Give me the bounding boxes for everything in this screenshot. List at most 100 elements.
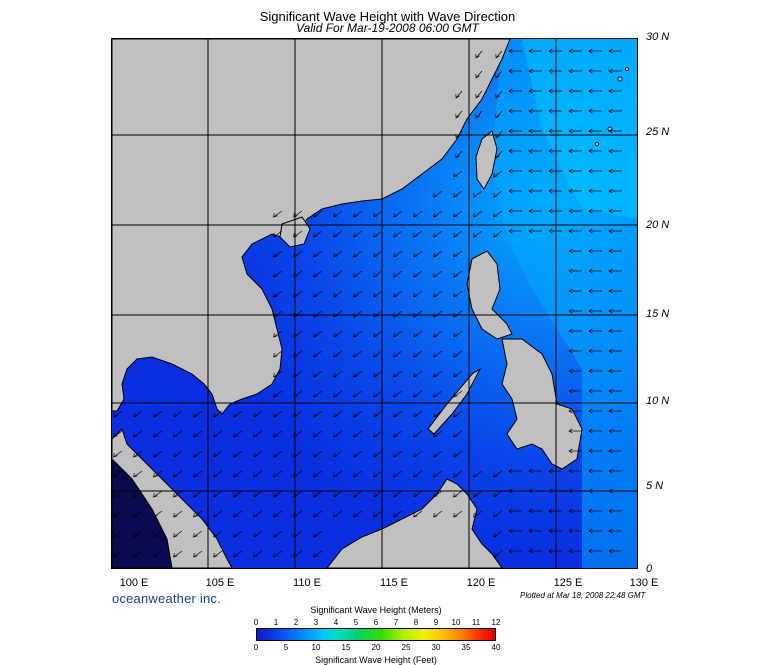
wave-direction-arrowhead: [495, 153, 500, 159]
wave-direction-arrowhead: [588, 428, 593, 434]
wave-direction-arrowhead: [608, 328, 613, 334]
wave-direction-arrowhead: [493, 513, 498, 518]
wave-direction-arrow: [453, 350, 463, 358]
wave-direction-arrow: [213, 430, 223, 438]
wave-direction-arrowhead: [473, 493, 478, 498]
wave-direction-arrow: [133, 490, 143, 498]
wave-direction-arrowhead: [293, 333, 298, 338]
wave-direction-arrowhead: [608, 128, 613, 134]
wave-direction-arrow: [433, 330, 443, 338]
wave-direction-arrow: [393, 390, 403, 398]
wave-direction-arrowhead: [528, 508, 533, 514]
wave-direction-arrow: [493, 190, 503, 198]
wave-direction-arrow: [433, 510, 443, 518]
wave-direction-arrowhead: [508, 508, 513, 514]
wave-direction-arrowhead: [528, 68, 533, 74]
feet-tick-label: 5: [283, 643, 289, 652]
wave-direction-arrow: [433, 350, 443, 358]
wave-direction-arrow: [353, 470, 363, 478]
wave-direction-arrowhead: [548, 468, 553, 474]
sumatra: [112, 458, 173, 568]
wave-direction-arrowhead: [528, 128, 533, 134]
wave-direction-arrow: [313, 350, 323, 358]
wave-direction-arrowhead: [333, 393, 338, 398]
wave-direction-arrow: [413, 490, 423, 498]
feet-tick-label: 25: [401, 643, 411, 652]
wave-direction-arrow: [213, 470, 223, 478]
wave-direction-arrowhead: [548, 168, 553, 174]
wave-direction-arrowhead: [608, 268, 613, 274]
wave-direction-arrowhead: [413, 413, 418, 418]
wave-direction-arrowhead: [113, 553, 118, 558]
wave-direction-arrow: [373, 510, 383, 518]
wave-direction-arrow: [293, 270, 303, 278]
wave-direction-arrowhead: [495, 133, 500, 139]
wave-direction-arrowhead: [608, 488, 613, 494]
wave-direction-arrow: [493, 210, 503, 218]
wave-direction-arrowhead: [495, 93, 500, 99]
wave-direction-arrowhead: [313, 513, 318, 518]
wave-direction-arrow: [293, 530, 303, 538]
legend-title-feet: Significant Wave Height (Feet): [315, 655, 437, 665]
wave-direction-arrow: [233, 450, 243, 458]
wave-direction-arrowhead: [588, 508, 593, 514]
wave-direction-arrowhead: [273, 433, 278, 438]
wave-direction-arrowhead: [393, 513, 398, 518]
wave-direction-arrow: [393, 410, 403, 418]
wave-direction-arrowhead: [313, 533, 318, 538]
wave-direction-arrowhead: [393, 333, 398, 338]
wave-direction-arrowhead: [433, 413, 438, 418]
wave-direction-arrow: [313, 330, 323, 338]
wave-direction-arrowhead: [333, 333, 338, 338]
wave-direction-arrowhead: [548, 548, 553, 554]
wave-direction-arrowhead: [608, 348, 613, 354]
wave-direction-arrow: [173, 490, 183, 498]
wave-direction-arrowhead: [548, 228, 553, 234]
wave-direction-arrow: [453, 250, 463, 258]
wave-direction-arrowhead: [493, 553, 498, 558]
wave-direction-arrow: [113, 430, 123, 438]
wave-direction-arrow: [373, 370, 383, 378]
wave-direction-arrowhead: [528, 168, 533, 174]
wave-direction-arrowhead: [493, 233, 498, 238]
wave-direction-arrow: [433, 370, 443, 378]
wave-direction-arrowhead: [133, 453, 138, 458]
wave-direction-arrowhead: [453, 493, 458, 498]
wave-direction-arrowhead: [353, 353, 358, 358]
wave-direction-arrow: [353, 210, 363, 218]
wave-direction-arrowhead: [273, 453, 278, 458]
wave-direction-arrow: [433, 450, 443, 458]
wave-direction-arrow: [333, 250, 343, 258]
wave-direction-arrowhead: [293, 273, 298, 278]
wave-direction-arrowhead: [608, 508, 613, 514]
wave-direction-arrowhead: [153, 413, 158, 418]
wave-direction-arrow: [173, 450, 183, 458]
wave-direction-arrow: [133, 470, 143, 478]
wave-direction-arrowhead: [133, 473, 138, 478]
wave-direction-arrowhead: [588, 368, 593, 374]
wave-direction-arrow: [373, 310, 383, 318]
wave-direction-arrow: [433, 470, 443, 478]
lat-label: 15 N: [646, 308, 670, 320]
wave-direction-arrowhead: [113, 493, 118, 498]
wave-direction-arrowhead: [588, 548, 593, 554]
wave-direction-arrow: [173, 530, 183, 538]
wave-direction-arrowhead: [333, 453, 338, 458]
wave-direction-arrowhead: [173, 413, 178, 418]
wave-direction-arrowhead: [253, 493, 258, 498]
wave-direction-arrow: [473, 210, 483, 218]
wave-direction-arrowhead: [453, 413, 458, 418]
wave-direction-arrowhead: [313, 273, 318, 278]
wave-direction-arrowhead: [393, 473, 398, 478]
wave-direction-arrowhead: [548, 508, 553, 514]
wave-direction-arrowhead: [568, 408, 573, 414]
wave-direction-arrowhead: [353, 413, 358, 418]
wave-direction-arrow: [133, 510, 143, 518]
wave-direction-arrow: [413, 250, 423, 258]
wave-direction-arrow: [493, 510, 503, 518]
borneo: [326, 478, 503, 568]
wave-direction-arrow: [213, 530, 223, 538]
wave-direction-arrowhead: [293, 213, 298, 218]
wave-direction-arrowhead: [193, 533, 198, 538]
wave-direction-arrow: [293, 350, 303, 358]
